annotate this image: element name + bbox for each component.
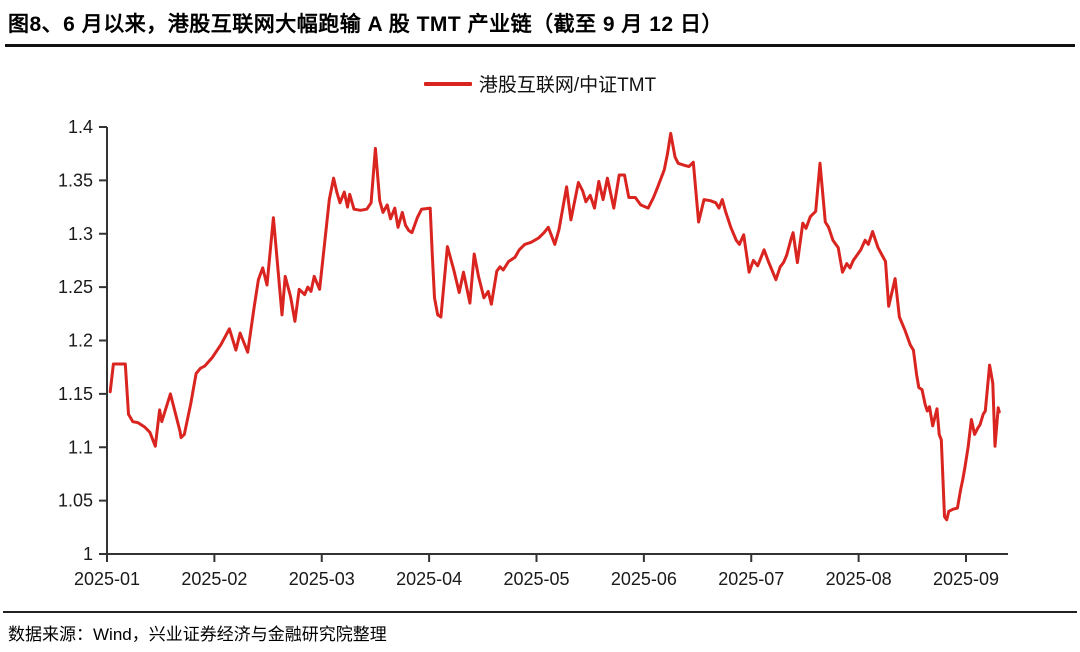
x-tick-label: 2025-02 xyxy=(181,569,247,589)
y-tick-label: 1.35 xyxy=(58,170,93,190)
legend-label: 港股互联网/中证TMT xyxy=(478,75,657,96)
y-tick-label: 1.4 xyxy=(68,117,93,137)
x-tick-label: 2025-06 xyxy=(611,569,677,589)
legend-line-swatch xyxy=(423,81,472,86)
x-tick-label: 2025-08 xyxy=(826,569,892,589)
footer-divider xyxy=(3,611,1077,613)
chart-legend: 港股互联网/中证TMT xyxy=(0,70,1080,97)
axes xyxy=(106,127,1008,555)
y-tick-label: 1.25 xyxy=(58,277,93,297)
axis-ticks: 1 1.05 1.1 1.15 1.2 1.25 1.3 1.35 1.4 2025-01 2025… xyxy=(58,117,999,589)
ratio-line-series xyxy=(108,131,1001,522)
y-tick-label: 1 xyxy=(83,544,93,564)
x-tick-label: 2025-09 xyxy=(933,569,999,589)
x-tick-label: 2025-04 xyxy=(396,569,462,589)
figure-title: 图8、6 月以来，港股互联网大幅跑输 A 股 TMT 产业链（截至 9 月 12… xyxy=(8,13,723,36)
y-tick-label: 1.05 xyxy=(58,491,93,511)
y-tick-label: 1.2 xyxy=(68,331,93,351)
x-tick-label: 2025-05 xyxy=(503,569,569,589)
y-tick-label: 1.3 xyxy=(68,224,93,244)
data-source-note: 数据来源：Wind，兴业证券经济与金融研究院整理 xyxy=(8,625,387,644)
title-underline xyxy=(5,44,1075,47)
x-tick-label: 2025-01 xyxy=(74,569,140,589)
y-tick-label: 1.1 xyxy=(68,437,93,457)
x-tick-label: 2025-03 xyxy=(289,569,355,589)
x-tick-label: 2025-07 xyxy=(718,569,784,589)
y-tick-label: 1.15 xyxy=(58,384,93,404)
